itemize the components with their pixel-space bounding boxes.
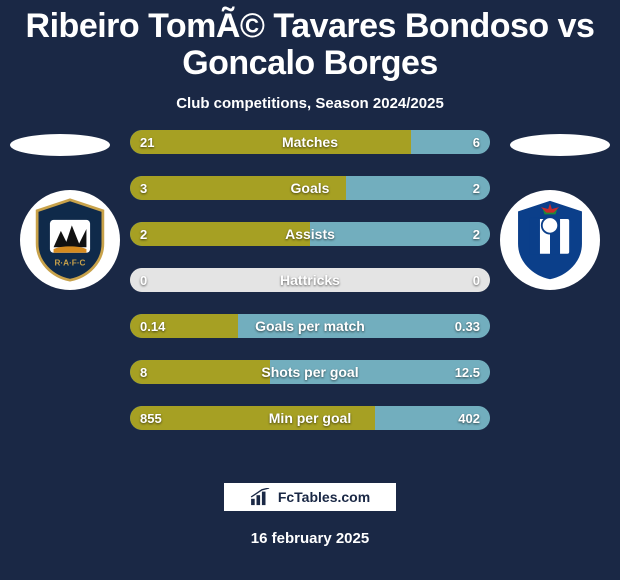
bar-value-right: 2 xyxy=(473,222,480,246)
bar-fill-left xyxy=(130,360,270,384)
player-left-name-oval xyxy=(10,134,110,156)
bar-value-right: 0 xyxy=(473,268,480,292)
bar-fill-left xyxy=(130,222,310,246)
bar-value-left: 0.14 xyxy=(140,314,165,338)
subtitle: Club competitions, Season 2024/2025 xyxy=(0,95,620,112)
bar-value-left: 2 xyxy=(140,222,147,246)
comparison-arena: R·A·F·C 216Matches32Goals22Assists00Hatt… xyxy=(0,130,620,480)
bar-value-right: 6 xyxy=(473,130,480,154)
stat-row-assists: 22Assists xyxy=(130,222,490,246)
bar-fill-left xyxy=(130,130,411,154)
stat-row-shots-per-goal: 812.5Shots per goal xyxy=(130,360,490,384)
team-right-crest xyxy=(500,190,600,290)
bar-value-left: 21 xyxy=(140,130,154,154)
bar-fill-right xyxy=(346,176,490,200)
date-label: 16 february 2025 xyxy=(0,530,620,547)
porto-crest-icon xyxy=(513,198,587,282)
bar-value-right: 2 xyxy=(473,176,480,200)
bar-value-right: 0.33 xyxy=(455,314,480,338)
stat-row-goals: 32Goals xyxy=(130,176,490,200)
bar-value-right: 402 xyxy=(458,406,480,430)
stat-row-hattricks: 00Hattricks xyxy=(130,268,490,292)
stat-row-matches: 216Matches xyxy=(130,130,490,154)
stat-bars: 216Matches32Goals22Assists00Hattricks0.1… xyxy=(130,130,490,430)
bar-value-left: 0 xyxy=(140,268,147,292)
page-title: Ribeiro TomÃ© Tavares Bondoso vs Goncalo… xyxy=(0,0,620,81)
bar-fill-left xyxy=(130,176,346,200)
brand-chart-icon xyxy=(250,488,272,506)
stat-row-min-per-goal: 855402Min per goal xyxy=(130,406,490,430)
bar-fill-left xyxy=(130,268,310,292)
stat-row-goals-per-match: 0.140.33Goals per match xyxy=(130,314,490,338)
bar-fill-right xyxy=(310,268,490,292)
rio-ave-crest-icon: R·A·F·C xyxy=(33,198,107,282)
bar-fill-left xyxy=(130,406,375,430)
brand-text: FcTables.com xyxy=(278,489,370,505)
player-right-name-oval xyxy=(510,134,610,156)
brand-badge: FcTables.com xyxy=(221,480,399,514)
svg-text:R·A·F·C: R·A·F·C xyxy=(55,259,86,268)
bar-value-right: 12.5 xyxy=(455,360,480,384)
bar-fill-right xyxy=(310,222,490,246)
bar-fill-right xyxy=(238,314,490,338)
bar-value-left: 855 xyxy=(140,406,162,430)
bar-value-left: 8 xyxy=(140,360,147,384)
bar-value-left: 3 xyxy=(140,176,147,200)
team-left-crest: R·A·F·C xyxy=(20,190,120,290)
